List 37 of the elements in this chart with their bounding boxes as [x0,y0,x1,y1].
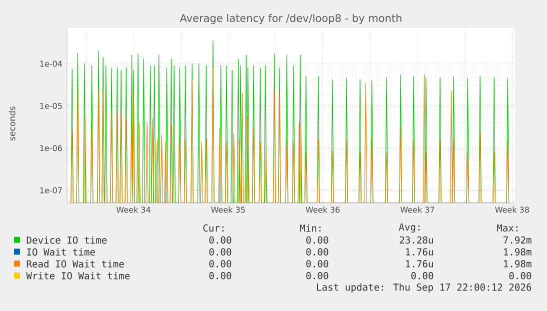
text: Avg: [398,223,420,233]
text: 1.76u [406,260,433,268]
y-tick-label: 1e-04 [40,60,62,67]
text: 1.98m [504,248,532,256]
text: Min: [300,224,320,232]
text: 0.00 [411,272,434,280]
legend-label: IO Wait time [27,248,95,256]
text: 0.00 [209,248,232,256]
y-tick-label: 1e-05 [40,102,62,109]
line-series [70,67,510,203]
x-tick-label: Week 34 [116,206,150,213]
text: 23.28u [400,236,433,244]
text: 1.98m [504,260,532,268]
legend-label: Write IO Wait time [26,272,130,280]
text: Cur: [203,224,224,232]
text: 7.92m [504,236,532,244]
text: 0.00 [306,272,328,280]
y-axis-title: seconds [8,106,16,140]
text: 0.00 [509,272,532,280]
text: 1.76u [406,248,433,256]
chart-title: Average latency for /dev/loop8 - by month [180,14,402,24]
legend-label: Device IO time [26,236,107,244]
x-tick-label: Week 37 [400,206,434,213]
text: 0.00 [209,272,232,280]
text: Max: [497,224,518,232]
x-tick-label: Week 38 [495,206,529,213]
y-tick-label: 1e-07 [40,187,62,194]
text: 0.00 [306,260,328,268]
x-tick-label: Week 36 [306,206,340,213]
x-tick-label: Week 35 [211,206,245,213]
y-tick-label: 1e-06 [40,145,62,152]
text: 0.00 [209,236,232,244]
text: Last update: Thu Sep 17 22:00:12 2026 [317,283,532,293]
legend-label: Read IO Wait time [26,260,124,268]
text: 0.00 [306,248,328,256]
text: 0.00 [306,236,328,244]
text: 0.00 [209,260,232,268]
